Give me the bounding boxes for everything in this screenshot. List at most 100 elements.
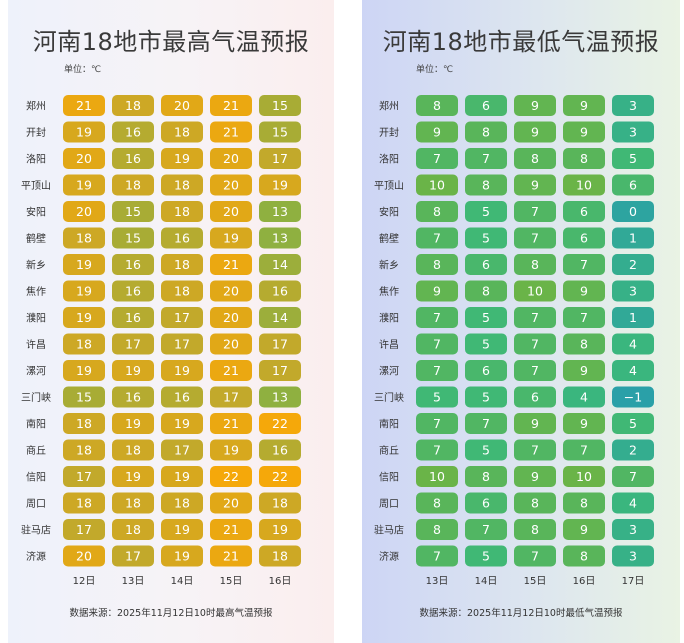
high-temp-cell xyxy=(63,439,105,461)
high-temp-cell-value: 17 xyxy=(125,337,141,352)
low-temp-cell-value: 8 xyxy=(433,522,441,537)
low-temp-cell xyxy=(612,307,654,328)
low-temp-cell xyxy=(514,254,556,275)
low-temp-cell-value: 9 xyxy=(531,125,539,140)
high-temp-cell xyxy=(259,148,301,169)
low-temp-cell xyxy=(563,519,605,540)
low-temp-cell-value: 4 xyxy=(629,496,637,511)
low-temp-cell-value: 8 xyxy=(531,496,539,511)
low-temp-cell-value: 2 xyxy=(629,257,637,272)
low-temp-cell xyxy=(563,307,605,328)
high-temp-cell xyxy=(210,280,252,302)
low-temp-cell-value: 7 xyxy=(531,549,539,564)
high-temp-cell xyxy=(161,413,203,434)
low-temp-cell xyxy=(612,280,654,302)
high-temp-cell xyxy=(63,201,105,222)
low-temp-day-label: 13日 xyxy=(426,576,449,587)
low-temp-cell xyxy=(465,545,507,567)
high-temp-cell xyxy=(259,333,301,355)
high-temp-cell-value: 20 xyxy=(223,151,239,166)
high-temp-cell-value: 18 xyxy=(174,125,190,140)
low-temp-unit: 单位：℃ xyxy=(416,65,454,75)
high-temp-cell-value: 19 xyxy=(223,443,239,458)
low-temp-cell-value: 7 xyxy=(433,549,441,564)
low-temp-row-label: 濮阳 xyxy=(379,312,399,325)
low-temp-cell xyxy=(514,201,556,222)
high-temp-cell xyxy=(210,254,252,275)
high-temp-cell xyxy=(63,386,105,408)
high-temp-cell-value: 17 xyxy=(272,151,288,166)
low-temp-cell-value: 9 xyxy=(580,98,588,113)
low-temp-cell xyxy=(465,307,507,328)
low-temp-cell-value: 1 xyxy=(629,310,637,325)
low-temp-cell xyxy=(612,413,654,434)
low-temp-cell-value: 5 xyxy=(433,390,441,405)
low-temp-cell-value: 9 xyxy=(580,363,588,378)
low-temp-row-label: 周口 xyxy=(379,498,399,510)
high-temp-cell-value: 16 xyxy=(174,390,190,405)
low-temp-cell-value: 5 xyxy=(482,337,490,352)
high-temp-cell xyxy=(161,280,203,302)
low-temp-cell xyxy=(563,492,605,514)
low-temp-cell xyxy=(514,95,556,116)
high-temp-cell-value: 20 xyxy=(223,496,239,511)
low-temp-cell xyxy=(465,439,507,461)
low-temp-cell xyxy=(563,413,605,434)
high-temp-row-label: 许昌 xyxy=(26,339,46,351)
low-temp-cell-value: 10 xyxy=(576,469,592,484)
high-temp-cell-value: 18 xyxy=(76,337,92,352)
low-temp-row-label: 南阳 xyxy=(379,418,399,431)
high-temp-unit: 单位：℃ xyxy=(64,65,102,75)
high-temp-row-label: 三门峡 xyxy=(21,391,51,404)
high-temp-cell-value: 20 xyxy=(223,337,239,352)
low-temp-cell-value: 4 xyxy=(629,337,637,352)
low-temp-cell xyxy=(416,174,458,196)
low-temp-cell xyxy=(514,545,556,567)
high-temp-cell xyxy=(112,254,154,275)
high-temp-cell xyxy=(259,227,301,249)
high-temp-cell xyxy=(259,519,301,540)
high-temp-row-label: 安阳 xyxy=(26,206,46,219)
high-temp-cell-value: 17 xyxy=(174,310,190,325)
low-temp-cell xyxy=(612,174,654,196)
low-temp-cell-value: 7 xyxy=(433,310,441,325)
low-temp-cell xyxy=(514,227,556,249)
high-temp-cell-value: 17 xyxy=(223,390,239,405)
low-temp-cell xyxy=(514,307,556,328)
low-temp-row-label: 漯河 xyxy=(379,366,399,378)
high-temp-cell-value: 19 xyxy=(76,178,92,193)
high-temp-cell-value: 18 xyxy=(76,231,92,246)
low-temp-cell xyxy=(514,439,556,461)
high-temp-row-label: 新乡 xyxy=(26,259,46,272)
low-temp-cell xyxy=(563,148,605,169)
high-temp-cell xyxy=(210,201,252,222)
high-temp-cell-value: 19 xyxy=(76,257,92,272)
low-temp-cell xyxy=(465,333,507,355)
low-temp-cell xyxy=(416,545,458,567)
high-temp-cell xyxy=(210,466,252,487)
low-temp-cell xyxy=(416,201,458,222)
low-temp-cell-value: 6 xyxy=(482,496,490,511)
high-temp-cell-value: 20 xyxy=(174,98,190,113)
high-temp-cell-value: 22 xyxy=(223,469,239,484)
low-temp-cell xyxy=(612,333,654,355)
high-temp-cell xyxy=(112,386,154,408)
low-temp-cell xyxy=(563,333,605,355)
high-temp-day-label: 16日 xyxy=(269,576,292,587)
low-temp-row-label: 洛阳 xyxy=(379,153,399,166)
low-temp-cell xyxy=(465,227,507,249)
low-temp-cell xyxy=(612,254,654,275)
high-temp-cell-value: 19 xyxy=(76,363,92,378)
high-temp-cell xyxy=(259,174,301,196)
high-temp-cell-value: 18 xyxy=(272,496,288,511)
high-temp-cell xyxy=(112,227,154,249)
low-temp-cell xyxy=(514,386,556,408)
low-temp-row-label: 三门峡 xyxy=(374,391,404,404)
low-temp-cell xyxy=(514,519,556,540)
high-temp-panel: 河南18地市最高气温预报 单位：℃ 郑州 21 18 20 21 15 开封 19 16 18 21… xyxy=(8,0,334,643)
high-temp-cell-value: 17 xyxy=(76,469,92,484)
low-temp-cell xyxy=(514,121,556,143)
high-temp-cell-value: 18 xyxy=(76,443,92,458)
high-temp-cell xyxy=(161,227,203,249)
high-temp-cell xyxy=(112,307,154,328)
